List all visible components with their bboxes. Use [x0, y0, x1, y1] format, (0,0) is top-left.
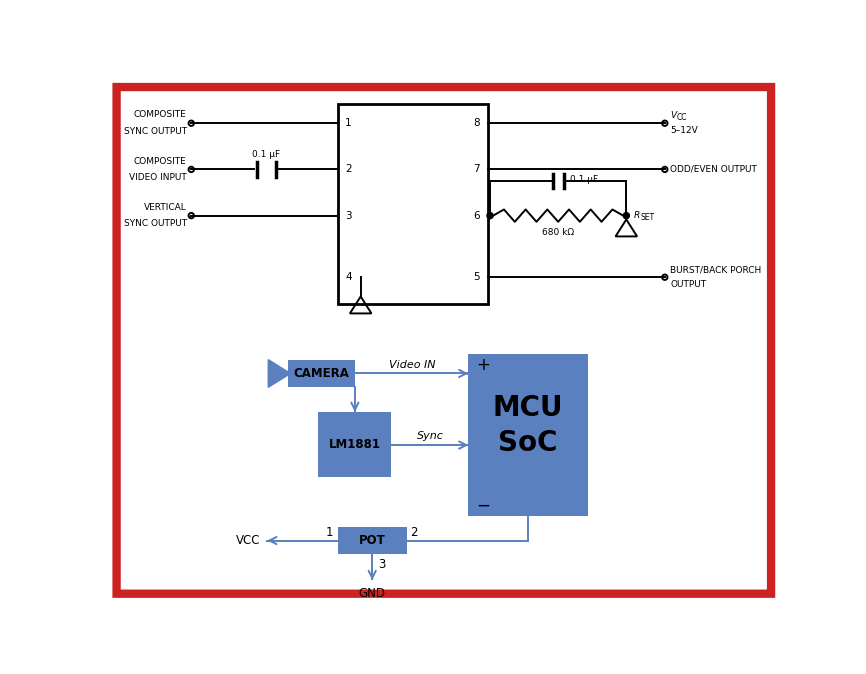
Text: SoC: SoC — [499, 429, 558, 457]
Text: MCU: MCU — [493, 394, 564, 422]
Text: 8: 8 — [474, 118, 480, 128]
Text: SYNC OUTPUT: SYNC OUTPUT — [124, 127, 187, 136]
Text: 3: 3 — [378, 558, 385, 572]
Text: COMPOSITE: COMPOSITE — [134, 156, 187, 166]
Text: VIDEO INPUT: VIDEO INPUT — [129, 173, 187, 182]
Text: OUTPUT: OUTPUT — [670, 280, 707, 289]
Text: −: − — [476, 496, 490, 514]
Bar — [288, 360, 355, 388]
Text: Video IN: Video IN — [389, 360, 436, 369]
Text: CC: CC — [676, 113, 687, 123]
Text: 4: 4 — [346, 272, 352, 282]
Text: BURST/BACK PORCH: BURST/BACK PORCH — [670, 265, 761, 274]
Circle shape — [487, 212, 493, 218]
Text: 680 kΩ: 680 kΩ — [542, 228, 574, 237]
Text: R: R — [634, 211, 640, 220]
Text: LM1881: LM1881 — [329, 438, 381, 451]
Text: 3: 3 — [346, 211, 352, 220]
Text: CAMERA: CAMERA — [294, 367, 349, 380]
Text: Sync: Sync — [417, 431, 443, 441]
Text: POT: POT — [359, 534, 385, 547]
Text: 0.1 μF: 0.1 μF — [252, 150, 281, 160]
Text: 5–12V: 5–12V — [670, 126, 698, 135]
FancyBboxPatch shape — [117, 87, 771, 594]
Text: 2: 2 — [410, 526, 417, 539]
Text: 6: 6 — [474, 211, 480, 220]
Text: 2: 2 — [346, 164, 352, 175]
Polygon shape — [268, 360, 290, 388]
Text: ODD/EVEN OUTPUT: ODD/EVEN OUTPUT — [670, 165, 757, 174]
Bar — [469, 355, 588, 516]
Bar — [338, 104, 488, 304]
Text: SET: SET — [640, 214, 655, 222]
Circle shape — [624, 212, 630, 218]
Text: 1: 1 — [326, 526, 333, 539]
Text: SYNC OUTPUT: SYNC OUTPUT — [124, 220, 187, 228]
Bar — [338, 528, 407, 553]
Text: V: V — [670, 111, 676, 120]
Text: 1: 1 — [346, 118, 352, 128]
Text: COMPOSITE: COMPOSITE — [134, 111, 187, 119]
Text: VERTICAL: VERTICAL — [144, 203, 187, 212]
Text: 5: 5 — [474, 272, 480, 282]
Text: GND: GND — [359, 587, 385, 600]
Text: +: + — [476, 356, 490, 374]
Bar — [319, 412, 391, 477]
Text: 0.1 μF: 0.1 μF — [570, 175, 598, 184]
Text: VCC: VCC — [236, 534, 261, 547]
Text: 7: 7 — [474, 164, 480, 175]
